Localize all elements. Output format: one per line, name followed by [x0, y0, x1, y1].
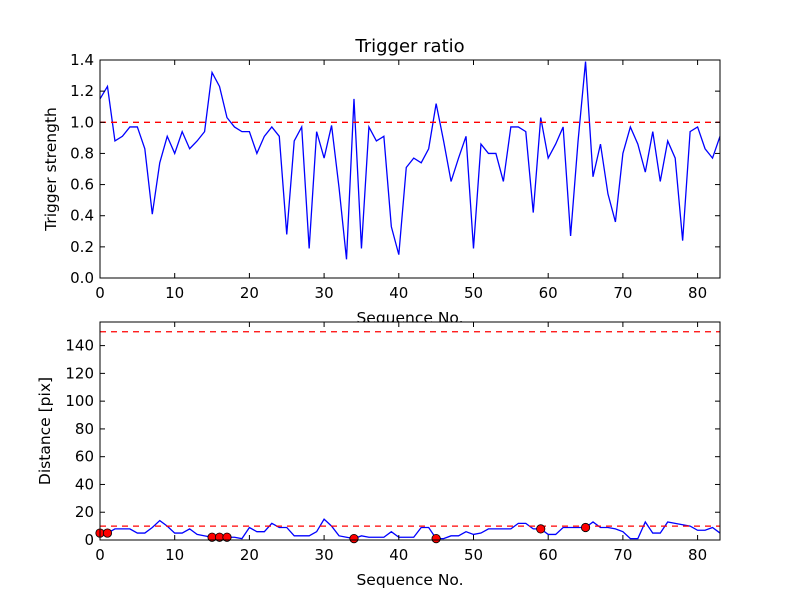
- data-point-marker: [536, 524, 546, 534]
- y-tick-label: 0.2: [70, 238, 94, 256]
- x-tick-label: 30: [315, 284, 334, 302]
- x-tick-label: 40: [389, 546, 408, 564]
- y-tick-label: 0.8: [70, 144, 94, 162]
- tick-layer: 0 10 20 30 40 50 60 70 80 0.0 0.2 0.4 0.6 0.8 1.0 1.2 1.…: [70, 51, 720, 302]
- y-axis-label: Distance [pix]: [36, 377, 54, 485]
- trigger-ratio-chart: Trigger ratio 0 10 20 30 40 50 60 70 80 0.0 0.2 0.4…: [42, 36, 721, 327]
- x-axis-label: Sequence No.: [356, 571, 463, 589]
- tick-layer: 0 10 20 30 40 50 60 70 80 0 20 40 60 80 100 120 140: [65, 322, 720, 564]
- data-point-marker: [349, 534, 359, 544]
- y-tick-label: 1.2: [70, 82, 94, 100]
- x-tick-label: 10: [165, 284, 184, 302]
- y-tick-label: 20: [75, 503, 94, 521]
- plot-area: [100, 322, 720, 540]
- axes-frame: [99, 59, 721, 279]
- y-tick-label: 0.6: [70, 176, 94, 194]
- x-tick-label: 60: [539, 546, 558, 564]
- x-tick-label: 30: [315, 546, 334, 564]
- y-tick-label: 0.4: [70, 207, 94, 225]
- x-tick-label: 0: [95, 546, 105, 564]
- x-tick-label: 20: [240, 284, 259, 302]
- y-tick-label: 0.0: [70, 269, 94, 287]
- x-tick-label: 70: [613, 284, 632, 302]
- plot-area: [100, 60, 720, 278]
- x-tick-label: 0: [95, 284, 105, 302]
- x-tick-label: 80: [688, 546, 707, 564]
- series-layer: [99, 61, 721, 260]
- y-tick-label: 140: [65, 337, 94, 355]
- y-tick-label: 0: [84, 531, 94, 549]
- data-point-marker: [431, 534, 441, 544]
- y-tick-label: 60: [75, 448, 94, 466]
- y-tick-label: 1.4: [70, 51, 94, 69]
- x-tick-label: 80: [688, 284, 707, 302]
- y-axis-label: Trigger strength: [42, 107, 60, 232]
- data-point-marker: [222, 532, 232, 542]
- series-line: [99, 61, 721, 260]
- distance-chart: 0 10 20 30 40 50 60 70 80 0 20 40 60 80 100 120 140 Sequ…: [36, 321, 721, 589]
- x-tick-label: 20: [240, 546, 259, 564]
- series-layer: [95, 331, 721, 544]
- data-point-marker: [102, 528, 113, 538]
- y-tick-label: 40: [75, 475, 94, 493]
- x-tick-label: 10: [165, 546, 184, 564]
- x-tick-label: 40: [389, 284, 408, 302]
- y-tick-label: 1.0: [70, 113, 94, 131]
- axes-frame: [99, 321, 721, 541]
- y-tick-label: 80: [75, 420, 94, 438]
- x-tick-label: 70: [613, 546, 632, 564]
- x-tick-label: 60: [539, 284, 558, 302]
- x-tick-label: 50: [464, 546, 483, 564]
- chart-title: Trigger ratio: [354, 36, 464, 57]
- y-tick-label: 120: [65, 364, 94, 382]
- data-point-marker: [580, 522, 591, 533]
- series-line: [100, 518, 721, 540]
- y-tick-label: 100: [65, 392, 94, 410]
- x-tick-label: 50: [464, 284, 483, 302]
